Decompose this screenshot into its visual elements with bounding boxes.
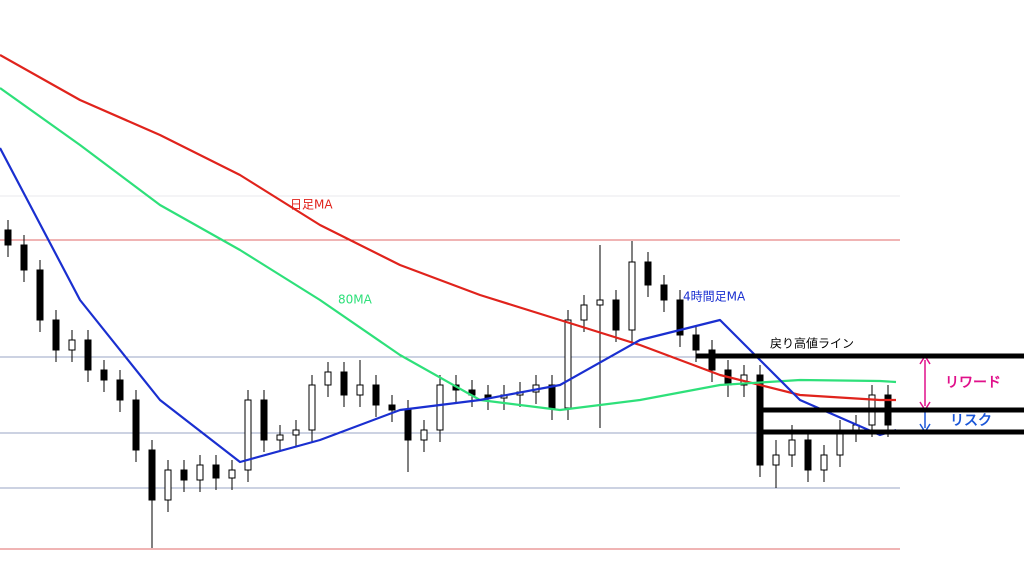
candle-body [692, 334, 700, 351]
candle-body [372, 384, 380, 406]
candle-body [308, 384, 316, 431]
candle-body [36, 269, 44, 321]
candle-body [4, 229, 12, 246]
candle-body [52, 319, 60, 351]
candle-body [788, 439, 796, 456]
candle-body [388, 404, 396, 411]
candle-body [564, 319, 572, 409]
candle-body [772, 454, 780, 466]
moving-average-line [0, 147, 897, 464]
candle-body [628, 261, 636, 331]
candle-body [548, 384, 556, 409]
candle-body [20, 244, 28, 271]
candle-body [596, 299, 604, 306]
candle-body [676, 299, 684, 336]
annotation: 戻り高値ライン [770, 336, 854, 351]
candle-body [580, 304, 588, 321]
candle-body [196, 464, 204, 481]
candle-body [148, 449, 156, 501]
candle-body [100, 369, 108, 381]
arrows [919, 354, 931, 434]
candle-body [276, 434, 284, 441]
candle-body [356, 384, 364, 396]
moving-average-line [0, 54, 896, 402]
annotation: リワード [945, 375, 1001, 391]
candle-body [292, 429, 300, 436]
candle-body [756, 374, 764, 466]
candle-body [420, 429, 428, 441]
candle-body [644, 261, 652, 286]
series-label: 4時間足MA [683, 290, 746, 304]
candle-body [212, 464, 220, 479]
candle-body [820, 454, 828, 471]
candle-body [404, 409, 412, 441]
candle-body [260, 399, 268, 441]
candle-body [116, 379, 124, 401]
candle-body [612, 299, 620, 331]
candle-body [436, 384, 444, 431]
candle-body [164, 469, 172, 501]
candle-body [84, 339, 92, 371]
candle-body [244, 399, 252, 471]
candle-body [132, 399, 140, 451]
candle-body [68, 339, 76, 351]
candle-body [180, 469, 188, 481]
series-label: 80MA [338, 293, 373, 307]
annotation: リスク [950, 413, 992, 429]
candle-body [340, 371, 348, 396]
candle-body [660, 284, 668, 301]
candle-body [804, 439, 812, 471]
candle-body [324, 371, 332, 386]
candle-body [708, 349, 716, 371]
candle-body [228, 469, 236, 479]
series-label: 日足MA [290, 198, 333, 212]
